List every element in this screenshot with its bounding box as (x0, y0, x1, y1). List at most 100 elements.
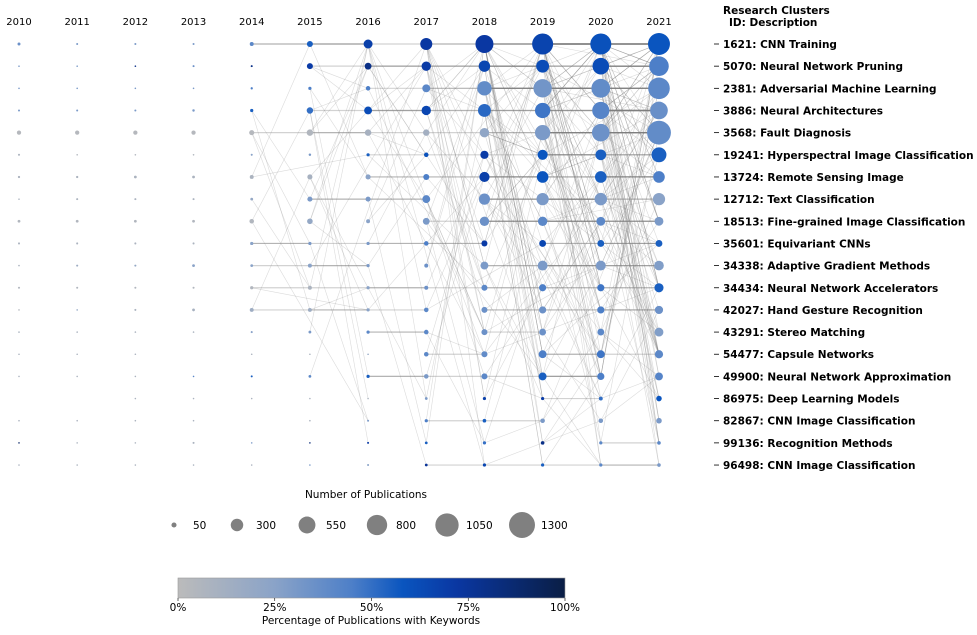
flow-link (309, 110, 369, 399)
bubble (534, 102, 551, 119)
flow-link (542, 110, 602, 377)
cluster-label: 96498: CNN Image Classification (723, 460, 915, 472)
flow-link (600, 66, 660, 377)
flow-link (600, 110, 660, 288)
flow-link (367, 154, 427, 222)
flow-link (600, 66, 660, 333)
color-legend-title: Percentage of Publications with Keywords (262, 615, 480, 627)
flow-link (600, 88, 660, 178)
flow-link (484, 43, 543, 178)
bubble (18, 87, 20, 90)
flow-link (426, 88, 485, 155)
bubble (423, 329, 429, 335)
flow-link (484, 265, 543, 443)
flow-link (425, 331, 485, 444)
flow-link (484, 43, 543, 310)
flow-link (426, 88, 485, 111)
bubble (250, 286, 254, 290)
flow-link (309, 43, 369, 288)
bubble (595, 149, 607, 161)
flow-link (542, 331, 602, 421)
flow-link (542, 65, 601, 89)
flow-link (426, 43, 485, 133)
flow-link (484, 43, 543, 333)
flow-link (600, 132, 660, 266)
flow-link (484, 110, 543, 222)
bubble (424, 263, 429, 268)
bubble (536, 59, 550, 73)
bubble (424, 285, 429, 290)
bubble (423, 307, 429, 313)
bubble (309, 353, 311, 356)
flow-link (542, 199, 602, 443)
flow-link (600, 66, 660, 288)
flow-link (484, 88, 543, 377)
bubble (18, 264, 20, 267)
flow-link (309, 66, 369, 200)
bubble (653, 171, 665, 183)
year-label: 2021 (646, 17, 671, 28)
flow-link (542, 43, 602, 111)
bubble (654, 260, 664, 271)
bubble (250, 331, 253, 334)
flow-link (542, 132, 602, 266)
bubble (191, 130, 196, 135)
flow-link (542, 66, 602, 200)
flow-link (542, 331, 602, 421)
flow-link (542, 43, 601, 89)
bubble (591, 78, 611, 98)
flow-link (542, 43, 602, 111)
bubble (537, 149, 548, 160)
size-legend-label: 800 (396, 520, 416, 532)
flow-link (600, 132, 660, 355)
flow-link (251, 287, 369, 311)
bubble (422, 217, 430, 225)
bubble (475, 35, 494, 53)
bubble (16, 130, 22, 135)
flow-link (425, 66, 485, 333)
bubble (307, 263, 312, 268)
cluster-label: 42027: Hand Gesture Recognition (723, 305, 923, 317)
flow-link (600, 43, 660, 377)
cluster-labels: Research Clusters ID: Description 1621: … (714, 5, 974, 472)
bubble (76, 109, 79, 112)
flow-link (542, 43, 602, 111)
bubble (597, 328, 605, 336)
bubble (134, 242, 137, 245)
year-label: 2017 (414, 17, 439, 28)
bubble (655, 372, 663, 381)
flow-link (542, 43, 660, 67)
flow-link (600, 198, 660, 222)
flow-link (542, 354, 601, 399)
clusters-header: Research Clusters (723, 5, 830, 17)
flow-link (600, 132, 660, 443)
flow-link (600, 221, 660, 266)
bubble (651, 147, 667, 163)
flow-link (542, 265, 602, 399)
flow-link (542, 221, 602, 311)
bubble (192, 219, 195, 223)
bubble (250, 241, 254, 246)
flow-link (367, 43, 427, 399)
bubble (594, 192, 608, 206)
bubble (597, 372, 605, 380)
flow-link (542, 132, 660, 421)
flow-link (367, 65, 427, 155)
flow-link (600, 376, 660, 421)
colorbar-tick-label: 25% (263, 602, 286, 614)
flow-link (542, 43, 602, 244)
flow-link (600, 43, 660, 222)
flow-link (484, 43, 543, 178)
flow-link (484, 43, 543, 355)
bubble (591, 123, 610, 142)
flow-link (484, 132, 543, 156)
flow-link (425, 43, 485, 399)
bubble (192, 308, 195, 312)
flow-link (426, 43, 485, 89)
bubble (134, 286, 137, 289)
bubble (478, 60, 491, 72)
flow-link (484, 43, 543, 399)
flow-link (425, 132, 485, 288)
bubble (134, 308, 137, 311)
bubble (481, 240, 488, 247)
